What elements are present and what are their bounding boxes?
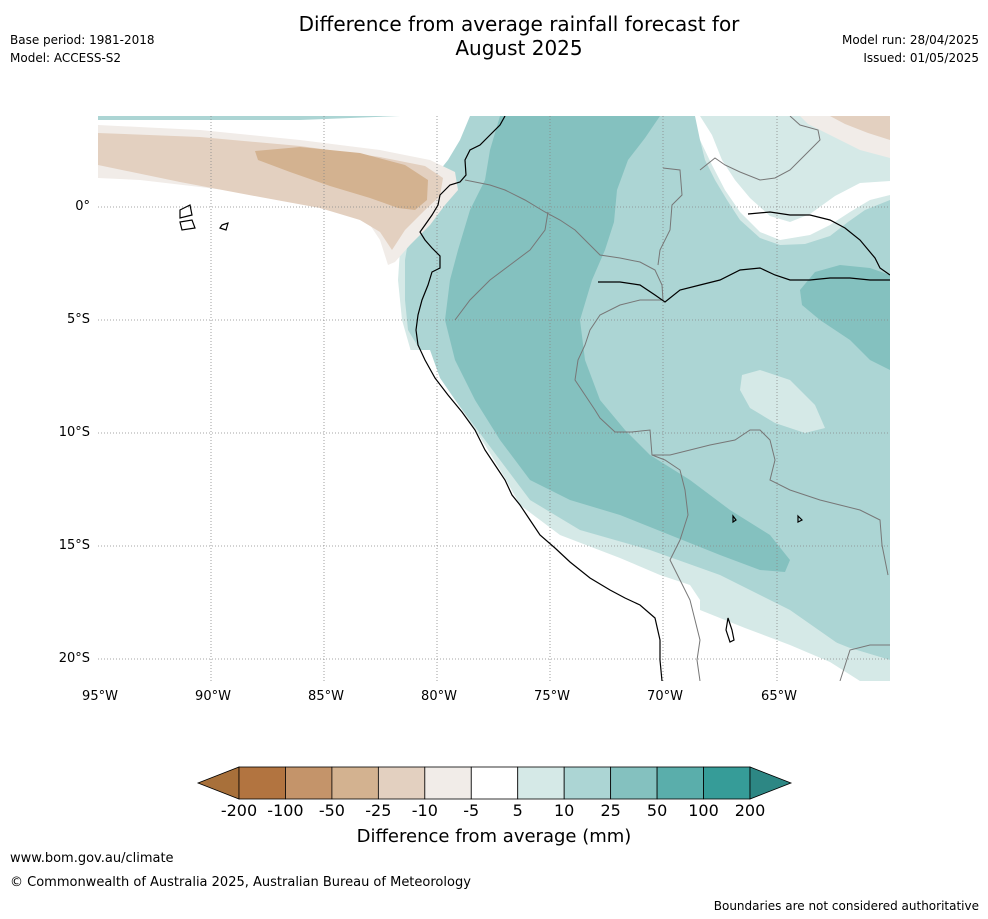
lat-label-0: 0° [75, 199, 90, 214]
copyright-text: © Commonwealth of Australia 2025, Austra… [10, 875, 471, 890]
website-text: www.bom.gov.au/climate [10, 851, 174, 866]
colorbar-tick-label: -200 [220, 801, 258, 820]
colorbar-swatch [563, 766, 612, 800]
graticule [98, 116, 890, 681]
lat-label-15s: 15°S [58, 538, 90, 553]
colorbar-swatch [331, 766, 379, 800]
title-line-2: August 2025 [455, 36, 583, 60]
colorbar-swatch [470, 766, 519, 800]
lat-label-5s: 5°S [66, 312, 90, 327]
colorbar-swatch [656, 766, 704, 800]
anomaly-pocket-light [740, 370, 825, 433]
country-boundaries [454, 116, 890, 681]
anomaly-ne-dry-inner [830, 116, 890, 140]
colorbar-tick-label: -100 [267, 801, 304, 820]
colorbar-swatch [238, 766, 286, 800]
colorbar-swatch [517, 766, 565, 800]
map-content [98, 116, 890, 681]
anomaly-east-25-50 [800, 265, 890, 370]
lon-label-90w: 90°W [195, 689, 231, 704]
lon-label-75w: 75°W [534, 689, 570, 704]
lon-label-85w: 85°W [308, 689, 344, 704]
lat-label-10s: 10°S [58, 425, 90, 440]
map-title: Difference from average rainfall forecas… [244, 12, 794, 60]
colorbar-tick-label: -50 [318, 801, 345, 820]
lon-label-95w: 95°W [82, 689, 118, 704]
issued-text: Issued: 01/05/2025 [863, 51, 979, 65]
anomaly-25-50 [445, 116, 790, 572]
positive-anomaly-north [98, 116, 890, 222]
colorbar-tick-label: -25 [365, 801, 392, 820]
disclaimer-text: Boundaries are not considered authoritat… [713, 899, 979, 913]
colorbar-tick-label: 10 [553, 801, 575, 820]
colorbar-arrow-high [749, 766, 793, 800]
title-line-1: Difference from average rainfall forecas… [298, 12, 740, 36]
colorbar-tick-label: 5 [512, 801, 523, 820]
colorbar-arrow-low [196, 766, 240, 800]
colorbar-swatch [610, 766, 658, 800]
colorbar-tick-label: 25 [600, 801, 621, 820]
colorbar-tick-label: 100 [688, 801, 719, 820]
colorbar-title: Difference from average (mm) [356, 826, 632, 847]
model-run-text: Model run: 28/04/2025 [841, 33, 979, 47]
lat-label-20s: 20°S [58, 651, 90, 666]
base-period-text: Base period: 1981-2018 [10, 33, 155, 47]
colorbar-swatch [285, 766, 333, 800]
colorbar-swatch [377, 766, 426, 800]
colorbar-swatch [424, 766, 472, 800]
anomaly-5-10-south [700, 600, 890, 681]
colorbar-swatches [196, 766, 793, 800]
model-text: Model: ACCESS-S2 [10, 51, 122, 65]
lon-label-80w: 80°W [421, 689, 457, 704]
colorbar-tick-label: 200 [734, 801, 766, 820]
colorbar-swatch [703, 766, 751, 800]
lon-label-65w: 65°W [761, 689, 797, 704]
anomaly-dry-core [255, 147, 428, 210]
colorbar-tick-label: -10 [411, 801, 438, 820]
coastline [179, 116, 890, 681]
colorbar-tick-label: -5 [463, 801, 480, 820]
lon-label-70w: 70°W [647, 689, 683, 704]
colorbar-tick-label: 50 [646, 801, 668, 820]
